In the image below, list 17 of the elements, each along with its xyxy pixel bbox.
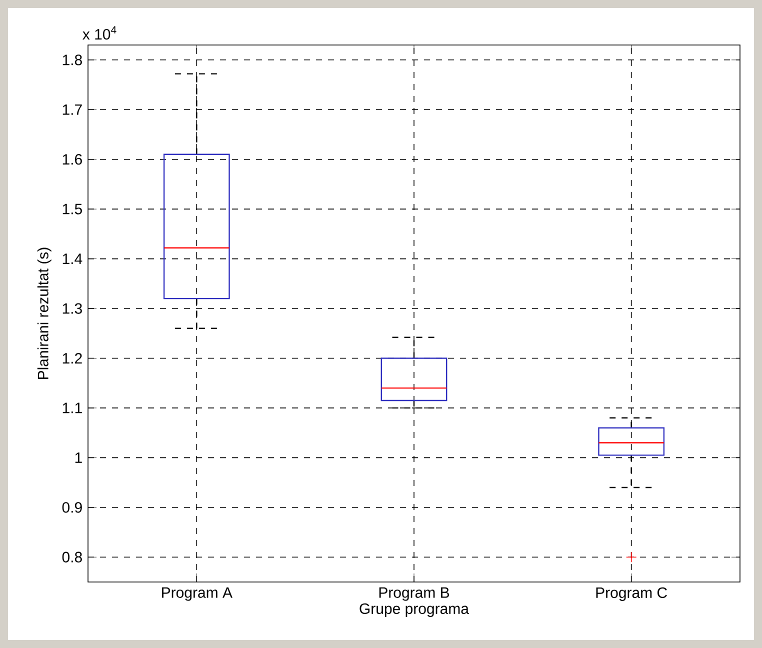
y-tick-label: 1.2 — [62, 353, 82, 364]
y-tick-label: 1.4 — [62, 254, 82, 264]
y-axis-title: Planirani rezultat (s) — [37, 248, 52, 379]
y-tick-label: 1.6 — [62, 154, 82, 165]
x-axis-title: Grupe programa — [360, 603, 469, 617]
x-tick-label: Program A — [162, 587, 232, 601]
x-tick-label: Program C — [596, 587, 667, 601]
y-tick-label: 0.9 — [62, 502, 82, 513]
y-tick-label: 1.1 — [62, 402, 82, 414]
y-tick-label: 1.5 — [62, 204, 82, 214]
y-tick-label: 1.7 — [62, 104, 82, 115]
x-tick-label: Program B — [379, 587, 450, 601]
y-tick-label: 0.8 — [62, 552, 82, 562]
text: x 10$^{4}$ — [82, 26, 116, 40]
y-tick-label: 1.3 — [62, 303, 82, 314]
y-tick-label: 1 — [75, 452, 82, 463]
y-tick-label: 1.8 — [62, 54, 82, 66]
